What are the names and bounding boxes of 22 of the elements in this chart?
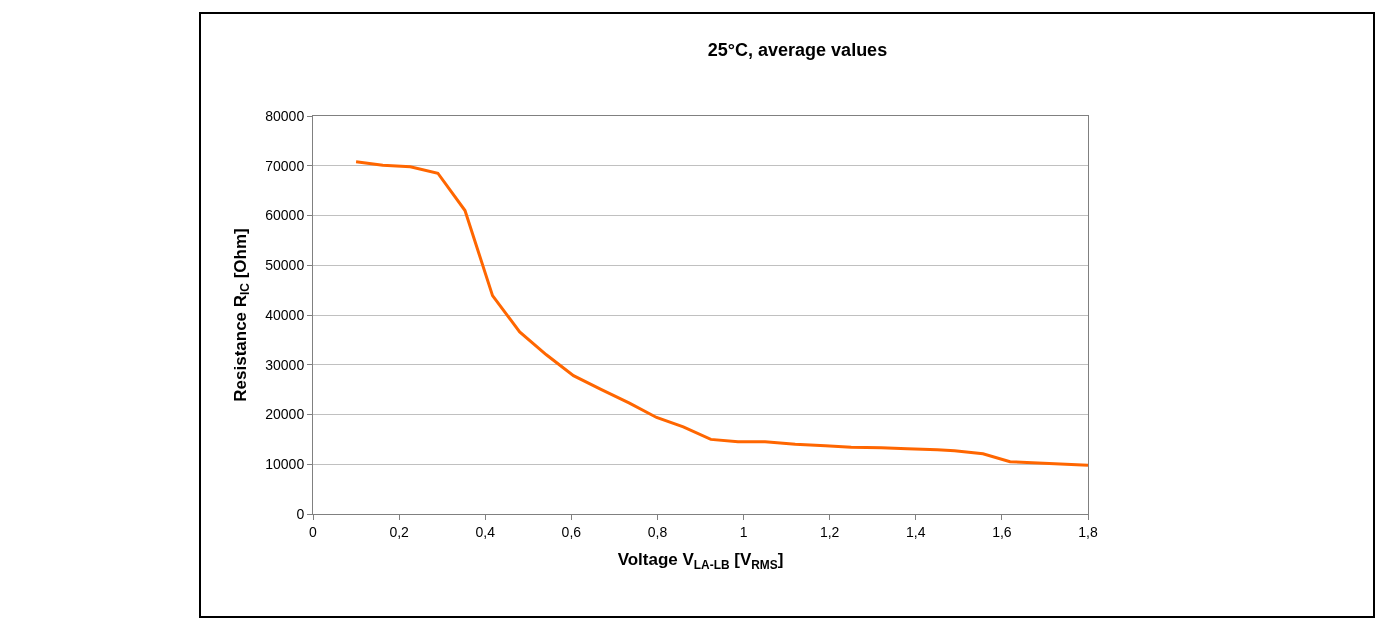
x-tick-label: 0,4 [475, 523, 496, 540]
y-tick-label: 60000 [265, 207, 305, 224]
y-tick-label: 20000 [265, 406, 305, 423]
x-tick-label: 1,2 [819, 523, 840, 540]
y-tick-label: 80000 [265, 107, 305, 124]
y-tick-label: 10000 [265, 456, 305, 473]
y-tick-label: 50000 [265, 257, 305, 274]
x-tick-label: 0 [309, 523, 318, 540]
y-tick-label: 40000 [265, 306, 305, 323]
y-tick-label: 30000 [265, 356, 305, 373]
y-tick-label: 0 [296, 505, 305, 522]
x-tick-label: 1,8 [1078, 523, 1098, 540]
x-tick-label: 0,6 [561, 523, 582, 540]
line-series [354, 160, 1088, 467]
chart-title: 25°C, average values [707, 40, 888, 61]
x-tick-label: 0,2 [389, 523, 410, 540]
y-tick-label: 70000 [265, 157, 305, 174]
x-axis-title: Voltage V$_{LA-LB}$ [V$_{RMS}$] [617, 550, 784, 572]
x-tick-label: 1,4 [906, 523, 926, 540]
x-tick-label: 1 [739, 523, 748, 540]
x-tick-label: 1,6 [992, 523, 1012, 540]
x-tick-label: 0,8 [647, 523, 668, 540]
